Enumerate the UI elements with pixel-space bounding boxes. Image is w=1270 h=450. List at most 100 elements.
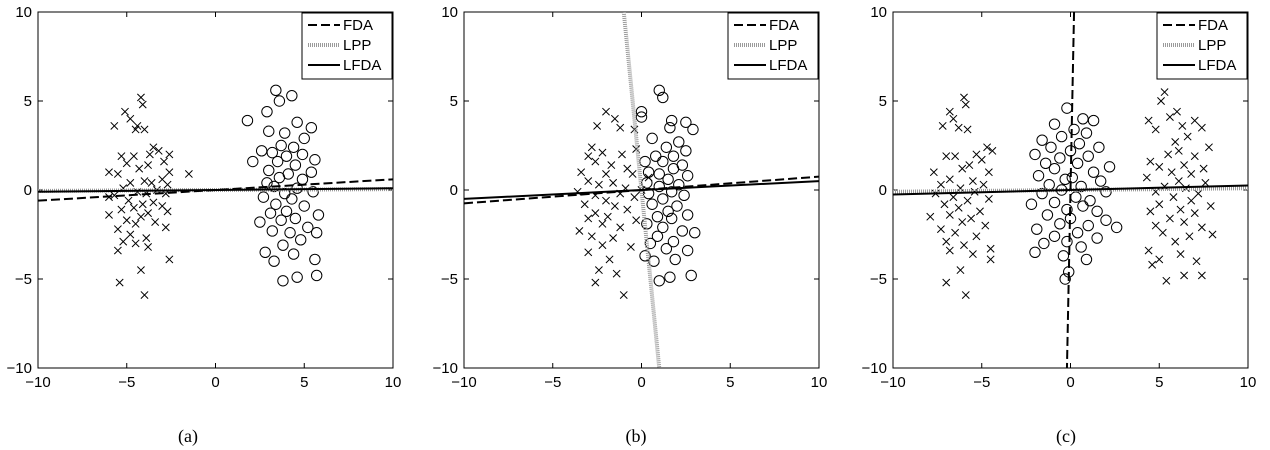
chart-panel-1: −10 −5 0 5 10 −10 −5 0 5 10 FDA LPP LFDA: [433, 4, 828, 391]
x-marker: [619, 291, 628, 299]
x-marker-stroke: [1162, 276, 1171, 285]
line-fda: [1065, 12, 1076, 368]
x-marker: [138, 200, 147, 209]
o-marker: [1100, 214, 1112, 226]
x-marker: [110, 121, 119, 130]
o-marker: [680, 116, 692, 129]
o-marker: [660, 141, 673, 153]
x-marker-stroke: [929, 168, 938, 177]
x-marker: [121, 107, 129, 116]
y-tick-label: 0: [879, 182, 887, 199]
x-marker-stroke: [184, 170, 193, 178]
x-marker-stroke: [628, 170, 637, 178]
x-marker: [988, 146, 997, 155]
x-marker-stroke: [1155, 162, 1164, 171]
x-marker: [1164, 150, 1173, 159]
o-marker: [678, 189, 690, 202]
x-marker: [140, 177, 149, 186]
o-marker: [270, 84, 282, 97]
x-marker: [949, 114, 958, 123]
x-marker-stroke: [1204, 143, 1213, 152]
o-marker: [266, 146, 278, 159]
o-marker: [665, 114, 678, 127]
x-marker-stroke: [1190, 209, 1199, 218]
x-marker: [140, 125, 149, 134]
x-marker-stroke: [1176, 250, 1185, 259]
x-marker-stroke: [1158, 228, 1167, 237]
x-marker: [1155, 255, 1164, 264]
o-marker: [1087, 166, 1100, 178]
x-marker-stroke: [940, 200, 949, 209]
y-tick-label: 0: [450, 182, 458, 199]
x-marker: [126, 114, 135, 123]
x-marker-stroke: [619, 291, 628, 299]
x-marker: [938, 121, 947, 130]
x-marker-stroke: [129, 203, 138, 212]
x-marker-stroke: [618, 150, 626, 159]
x-marker-stroke: [124, 196, 133, 205]
x-marker-stroke: [1151, 221, 1160, 230]
x-marker: [144, 161, 153, 170]
x-marker: [165, 150, 174, 159]
x-marker-stroke: [984, 168, 993, 177]
o-marker: [685, 269, 697, 282]
x-marker: [602, 196, 610, 205]
x-marker: [163, 180, 172, 189]
x-marker: [1178, 121, 1187, 130]
x-marker: [965, 161, 974, 170]
x-marker-stroke: [140, 125, 149, 134]
o-marker: [291, 116, 303, 129]
x-marker-stroke: [963, 196, 972, 205]
x-marker: [1187, 196, 1196, 205]
x-marker-stroke: [945, 210, 954, 219]
x-marker-stroke: [1157, 97, 1165, 105]
o-marker: [646, 132, 658, 145]
x-marker: [131, 219, 140, 228]
o-marker: [309, 154, 321, 166]
o-marker: [1080, 253, 1093, 266]
x-marker: [598, 148, 607, 157]
x-marker: [122, 159, 131, 168]
x-marker-stroke: [131, 219, 140, 228]
o-marker: [650, 150, 662, 162]
x-marker-stroke: [610, 202, 619, 210]
y-tick-label: 0: [24, 182, 32, 199]
o-marker: [302, 221, 314, 234]
x-marker: [580, 200, 589, 209]
x-marker-stroke: [161, 223, 170, 232]
legend-label-fda: FDA: [769, 17, 799, 34]
x-tick-label: 5: [726, 374, 734, 391]
x-marker-stroke: [1151, 125, 1160, 134]
x-marker: [113, 225, 122, 234]
x-marker: [1169, 193, 1178, 202]
x-marker-stroke: [963, 125, 972, 134]
x-marker: [122, 216, 131, 225]
x-marker: [949, 193, 958, 202]
x-marker-stroke: [1160, 88, 1169, 97]
x-marker-stroke: [1146, 207, 1155, 216]
x-marker: [591, 209, 600, 218]
o-marker: [1068, 123, 1080, 136]
legend-label-fda: FDA: [1198, 17, 1228, 34]
y-tick-label: 5: [879, 93, 887, 110]
x-marker-stroke: [1183, 132, 1192, 141]
x-marker-stroke: [1165, 113, 1174, 121]
x-marker-stroke: [1197, 271, 1206, 280]
x-marker-stroke: [986, 244, 995, 253]
x-marker: [626, 243, 635, 251]
o-marker: [651, 230, 664, 242]
x-marker-stroke: [1146, 157, 1155, 166]
x-marker: [115, 278, 124, 287]
x-marker-stroke: [1174, 177, 1183, 186]
x-marker: [1167, 168, 1176, 177]
o-marker: [662, 173, 674, 186]
x-marker: [113, 170, 122, 178]
legend-label-fda: FDA: [343, 17, 373, 34]
x-marker-stroke: [591, 278, 600, 287]
x-marker: [584, 214, 593, 223]
x-marker-stroke: [144, 243, 153, 251]
o-marker: [1048, 196, 1061, 209]
x-marker: [594, 180, 603, 189]
o-marker: [1054, 152, 1066, 164]
